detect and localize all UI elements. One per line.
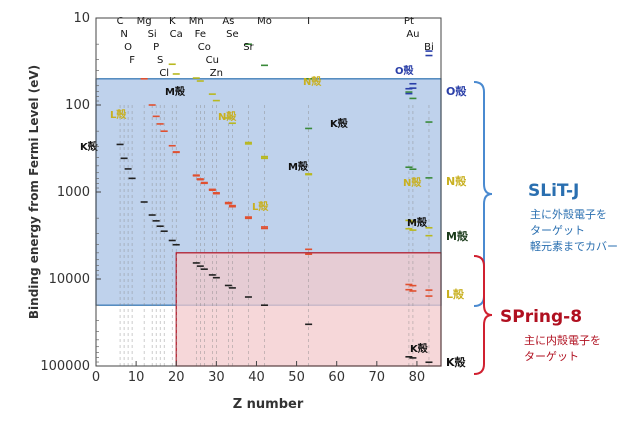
spring8-bracket xyxy=(473,255,493,375)
curve-label-n-shell: N殻 xyxy=(218,110,237,123)
curve-label-m-shell: M殻 xyxy=(407,216,428,229)
element-label-co: Co xyxy=(198,42,211,53)
x-tick-label: 10 xyxy=(128,370,145,385)
spring8-note-2: ターゲット xyxy=(524,350,579,363)
grid-layer xyxy=(119,105,430,366)
x-tick-label: 80 xyxy=(409,370,426,385)
curve-label-k-shell: K殻 xyxy=(410,342,429,355)
side-label-o-shell: O殻 xyxy=(446,84,467,98)
element-label-cl: Cl xyxy=(159,68,169,79)
element-label-as: As xyxy=(222,16,234,27)
y-tick-label: 10000 xyxy=(49,272,90,287)
regions-layer xyxy=(95,78,442,367)
element-label-k: K xyxy=(169,16,176,27)
curve-label-l-shell: L殻 xyxy=(252,200,269,213)
element-label-zn: Zn xyxy=(210,68,223,79)
y-tick-label: 100000 xyxy=(40,359,90,374)
x-axis-label: Z number xyxy=(233,397,304,412)
curve-label-m-shell: M殻 xyxy=(165,85,186,98)
x-tick-label: 70 xyxy=(369,370,386,385)
x-tick-label: 20 xyxy=(168,370,185,385)
slitj-title: SLiT-J xyxy=(528,181,579,201)
element-label-au: Au xyxy=(406,29,419,40)
y-tick-label: 100 xyxy=(65,98,90,113)
x-tick-label: 60 xyxy=(328,370,345,385)
element-label-si: Si xyxy=(148,29,157,40)
curve-label-n-shell: N殻 xyxy=(403,176,422,189)
element-label-c: C xyxy=(117,16,124,27)
side-label-n-shell: N殻 xyxy=(446,174,467,188)
element-label-sr: Sr xyxy=(243,42,254,53)
slitj-note-3: 軽元素までカバー xyxy=(530,240,618,253)
element-label-i: I xyxy=(307,16,310,27)
spring8-note-1: 主に内殻電子を xyxy=(524,333,601,347)
element-label-pt: Pt xyxy=(404,16,414,27)
y-axis-label: Binding energy from Fermi Level (eV) xyxy=(27,65,41,319)
side-label-m-shell: M殻 xyxy=(446,229,469,243)
curve-label-l-shell: L殻 xyxy=(110,108,127,121)
x-tick-label: 0 xyxy=(92,370,100,385)
axes-layer: 0 10 20 30 40 50 60 70 80 10 100 1000 10000 100000 xyxy=(40,11,425,385)
element-label-f: F xyxy=(129,55,135,66)
curve-label-m-shell: M殻 xyxy=(288,160,309,173)
side-label-l-shell: L殻 xyxy=(446,287,465,301)
y-tick-label: 1000 xyxy=(57,185,90,200)
marks-layer xyxy=(116,43,433,364)
element-label-mn: Mn xyxy=(189,16,204,27)
slitj-note-1: 主に外殻電子を xyxy=(530,207,607,221)
curve-label-o-shell: O殻 xyxy=(395,64,415,77)
element-label-ca: Ca xyxy=(170,29,183,40)
x-tick-label: 30 xyxy=(208,370,225,385)
element-label-mo: Mo xyxy=(257,16,272,27)
element-label-se: Se xyxy=(226,29,239,40)
element-label-bi: Bi xyxy=(424,42,434,53)
x-tick-label: 40 xyxy=(248,370,265,385)
y-tick-label: 10 xyxy=(73,11,90,26)
element-label-o: O xyxy=(124,42,132,53)
element-label-cu: Cu xyxy=(206,55,219,66)
element-label-s: S xyxy=(157,55,163,66)
spring8-title: SPring-8 xyxy=(500,307,582,327)
element-label-p: P xyxy=(153,42,159,53)
side-label-k-shell: K殻 xyxy=(446,355,467,369)
curve-label-k-shell: K殻 xyxy=(80,140,99,153)
curve-label-n-shell: N殻 xyxy=(303,75,322,88)
curve-labels-layer: K殻 L殻 M殻 N殻 L殻 M殻 N殻 K殻 O殻 N殻 M殻 K殻 O殻 N殻 M殻 L殻 K殻 xyxy=(80,64,469,369)
element-label-fe: Fe xyxy=(195,29,206,40)
slitj-note-2: ターゲット xyxy=(530,224,585,237)
element-label-mg: Mg xyxy=(137,16,152,27)
curve-label-k-shell: K殻 xyxy=(330,117,349,130)
element-label-n: N xyxy=(120,29,127,40)
x-tick-label: 50 xyxy=(288,370,305,385)
